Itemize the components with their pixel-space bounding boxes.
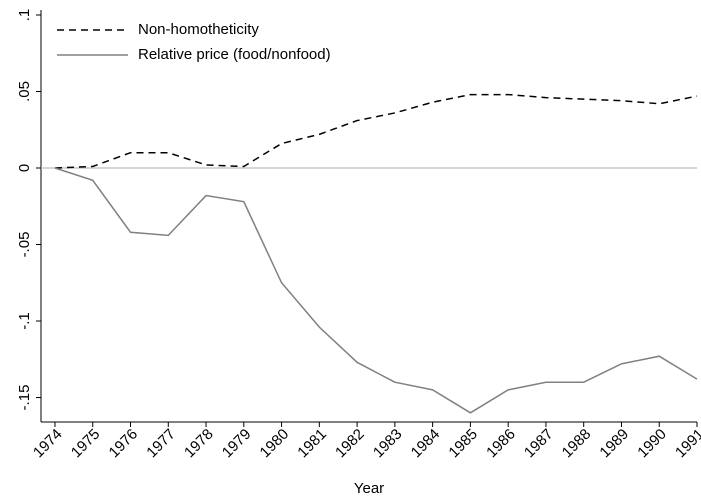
y-tick-label: -.1 — [16, 312, 33, 330]
y-tick-label: .1 — [16, 9, 33, 22]
y-tick-label: 0 — [16, 164, 33, 172]
x-axis-label: Year — [354, 480, 384, 497]
series-line — [54, 93, 698, 169]
y-tick-label: -.15 — [16, 385, 33, 411]
y-tick-label: .05 — [16, 81, 33, 102]
legend-label: Non-homotheticity — [138, 21, 259, 38]
y-tick-label: -.05 — [16, 232, 33, 258]
legend-label: Relative price (food/nonfood) — [138, 46, 331, 63]
series-line — [54, 167, 698, 414]
